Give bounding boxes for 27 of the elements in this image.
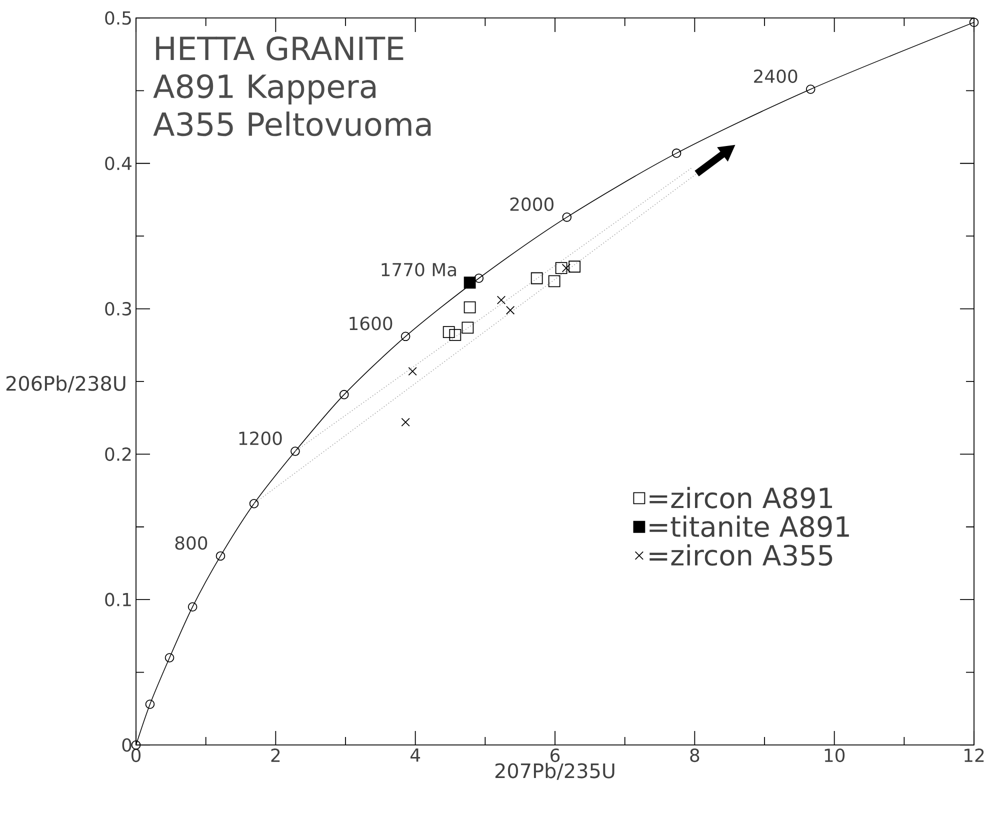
- y-tick-label: 0: [122, 738, 132, 752]
- y-tick-label: 0.4: [105, 156, 132, 170]
- x-tick-label: 6: [550, 748, 560, 762]
- annotation: 2400: [754, 69, 798, 84]
- x-tick-label: 12: [964, 748, 984, 762]
- annotation: 2000: [510, 197, 554, 211]
- x-axis-title: 207Pb/235U: [495, 762, 614, 780]
- y-axis-title: 206Pb/238U: [6, 375, 126, 392]
- legend-label: =titanite A891: [650, 516, 849, 538]
- legend-label: =zircon A891: [650, 486, 832, 508]
- annotation: 1200: [239, 432, 282, 446]
- annotation: 1770 Ma: [382, 262, 456, 276]
- chart-title: HETTA GRANITE: [156, 36, 404, 60]
- x-tick-label: 4: [410, 748, 420, 762]
- legend-label: =zircon A355: [650, 544, 832, 566]
- y-tick-label: 0.2: [105, 447, 131, 461]
- y-tick-label: 0.3: [105, 302, 132, 316]
- annotation: 800: [175, 536, 208, 550]
- x-tick-label: 8: [690, 748, 700, 762]
- x-tick-label: 2: [271, 748, 280, 762]
- y-tick-label: 0.5: [105, 11, 131, 25]
- x-tick-label: 0: [131, 748, 141, 762]
- y-tick-label: 0.1: [105, 592, 131, 606]
- annotation: A355 Peltovuoma: [153, 112, 431, 136]
- annotation: A891 Kappera: [153, 74, 376, 104]
- x-tick-label: 10: [824, 748, 845, 762]
- annotation: 1600: [350, 316, 392, 330]
